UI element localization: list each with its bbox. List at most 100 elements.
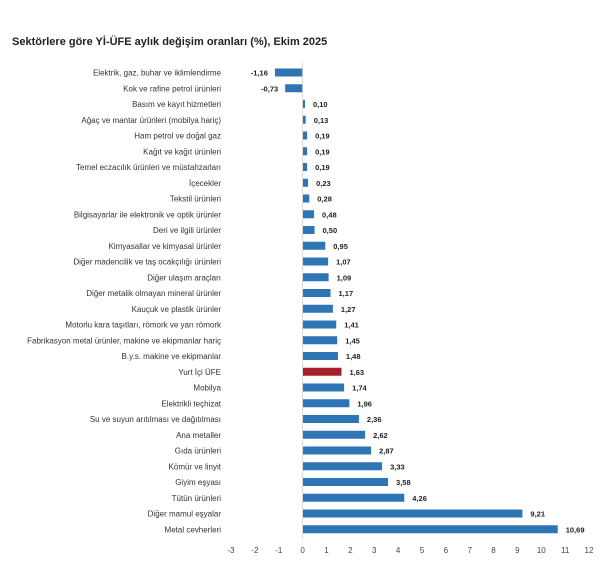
value-label: 10,69	[566, 525, 585, 534]
value-label: 2,87	[379, 447, 394, 456]
category-label: Ana metaller	[176, 431, 221, 440]
category-label: Mobilya	[193, 384, 221, 393]
value-label: 4,26	[412, 494, 427, 503]
category-label: Kömür ve linyit	[169, 462, 222, 471]
category-label: Basım ve kayıt hizmetleri	[132, 100, 221, 109]
x-tick-label: 12	[585, 546, 594, 555]
category-label: Diğer ulaşım araçları	[147, 273, 221, 282]
value-label: 1,63	[350, 368, 365, 377]
bar	[302, 147, 308, 156]
category-label: Motorlu kara taşıtları, römork ve yarı r…	[65, 321, 222, 330]
value-label: 1,07	[336, 258, 351, 267]
x-tick-label: 3	[372, 546, 377, 555]
category-label: Elektrik, gaz, buhar ve iklimlendirme	[93, 69, 222, 78]
category-label: Su ve suyun arıtılması ve dağıtılması	[90, 415, 221, 424]
x-tick-label: -3	[227, 546, 235, 555]
x-tick-label: 10	[537, 546, 546, 555]
value-label: 0,19	[315, 147, 330, 156]
bar	[302, 415, 359, 423]
value-label: 1,96	[357, 399, 372, 408]
category-label: Metal cevherleri	[165, 525, 222, 534]
x-axis: -3 -2 -1 0 1 2 3 4 5 6 7 8 9 10 11 12	[227, 62, 594, 555]
value-label: 1,41	[344, 321, 359, 330]
x-tick-label: 8	[491, 546, 496, 555]
value-label: 3,58	[396, 478, 411, 487]
bar	[302, 178, 309, 187]
bar	[302, 493, 405, 502]
category-label: Diğer mamul eşyalar	[148, 510, 222, 519]
value-label: 3,33	[390, 462, 405, 471]
value-label: 2,36	[367, 415, 382, 424]
x-tick-label: 6	[444, 546, 449, 555]
value-label: -1,16	[251, 69, 268, 78]
bar	[302, 163, 308, 171]
x-tick-label: 7	[467, 546, 472, 555]
x-tick-label: 1	[324, 546, 329, 555]
category-label: Ağaç ve mantar ürünleri (mobilya hariç)	[81, 116, 221, 125]
value-label: 1,27	[341, 305, 356, 314]
x-tick-label: 9	[515, 546, 520, 555]
bar	[285, 84, 303, 93]
bar	[302, 304, 333, 313]
bar	[302, 399, 350, 408]
category-label: Kimyasallar ve kimyasal ürünler	[109, 242, 222, 251]
category-label: Fabrikasyon metal ürünler, makine ve eki…	[27, 336, 221, 345]
category-label: Elektrikli teçhizat	[161, 399, 221, 408]
value-label: 0,48	[322, 210, 337, 219]
value-label: 0,19	[315, 132, 330, 141]
bar	[302, 115, 306, 124]
bar	[302, 352, 338, 360]
x-tick-label: 4	[396, 546, 401, 555]
bar	[302, 131, 308, 140]
x-tick-label: 0	[300, 546, 305, 555]
bars-group	[274, 68, 558, 534]
value-label: 0,50	[323, 226, 338, 235]
value-label: 0,28	[317, 195, 332, 204]
bar	[302, 289, 331, 297]
value-label: 0,13	[314, 116, 329, 125]
bar	[302, 478, 389, 486]
value-label: 1,74	[352, 384, 367, 393]
bar	[302, 226, 315, 234]
value-label: 1,09	[337, 273, 352, 282]
bar	[302, 367, 342, 376]
value-label: -0,73	[261, 84, 278, 93]
category-label: Bilgisayarlar ile elektronik ve optik ür…	[74, 210, 222, 219]
bar	[302, 509, 523, 518]
category-label: Ham petrol ve doğal gaz	[134, 132, 221, 141]
x-tick-label: -2	[251, 546, 259, 555]
category-label: İçecekler	[189, 179, 221, 188]
category-label: Diğer madencilik ve taş ocakçılığı ürünl…	[73, 258, 221, 267]
value-label: 2,62	[373, 431, 388, 440]
bar	[302, 430, 366, 439]
bar	[302, 525, 558, 534]
value-label: 1,17	[339, 289, 354, 298]
chart-title: Sektörlere göre Yİ-ÜFE aylık değişim ora…	[12, 36, 328, 48]
category-label: Kağıt ve kağıt ürünleri	[143, 147, 221, 156]
category-label: Temel eczacılık ürünleri ve müstahzarlar…	[76, 163, 221, 172]
category-label: Diğer metalik olmayan mineral ürünler	[86, 289, 221, 298]
bar	[302, 257, 329, 266]
category-label: Kauçuk ve plastik ürünler	[132, 305, 222, 314]
bar	[302, 273, 329, 282]
x-tick-label: -1	[275, 546, 283, 555]
value-label: 1,48	[346, 352, 361, 361]
value-label: 0,10	[313, 100, 328, 109]
bar	[274, 68, 303, 77]
value-labels-group: -1,16 -0,73 0,10 0,13 0,19 0,19 0,19 0,23 0,28 0,…	[251, 69, 585, 535]
category-labels-group: Elektrik, gaz, buhar ve iklimlendirme Kok…	[27, 69, 222, 535]
bar	[302, 100, 305, 108]
bar	[302, 320, 337, 329]
x-tick-label: 5	[420, 546, 425, 555]
value-label: 1,45	[345, 336, 360, 345]
bar	[302, 383, 345, 392]
category-label: Kok ve rafine petrol ürünleri	[123, 84, 221, 93]
category-label: Tekstil ürünleri	[170, 195, 221, 204]
category-label: Yurt İçi ÜFE	[178, 368, 221, 377]
bar	[302, 194, 310, 203]
bar	[302, 241, 326, 250]
bar	[302, 336, 338, 345]
value-label: 0,95	[333, 242, 348, 251]
x-tick-label: 11	[561, 546, 570, 555]
